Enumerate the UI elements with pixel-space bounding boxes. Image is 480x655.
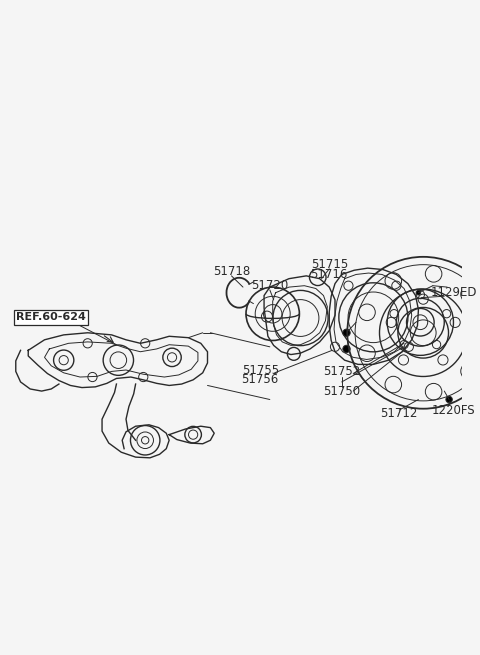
Circle shape xyxy=(343,329,350,337)
Text: 51755: 51755 xyxy=(241,364,279,377)
Text: 51715: 51715 xyxy=(311,258,348,271)
Text: 51756: 51756 xyxy=(241,373,279,386)
Text: 51720: 51720 xyxy=(251,279,288,292)
Circle shape xyxy=(446,396,452,403)
Text: REF.60-624: REF.60-624 xyxy=(16,312,86,322)
Text: 51712: 51712 xyxy=(381,407,418,420)
Text: 1220FS: 1220FS xyxy=(432,403,476,417)
Text: 51750: 51750 xyxy=(323,384,360,398)
Text: 51716: 51716 xyxy=(311,268,348,281)
Text: 1129ED: 1129ED xyxy=(431,286,477,299)
Text: 51752: 51752 xyxy=(323,365,360,378)
Circle shape xyxy=(416,290,421,295)
Circle shape xyxy=(343,345,350,352)
Text: 51718: 51718 xyxy=(213,265,250,278)
